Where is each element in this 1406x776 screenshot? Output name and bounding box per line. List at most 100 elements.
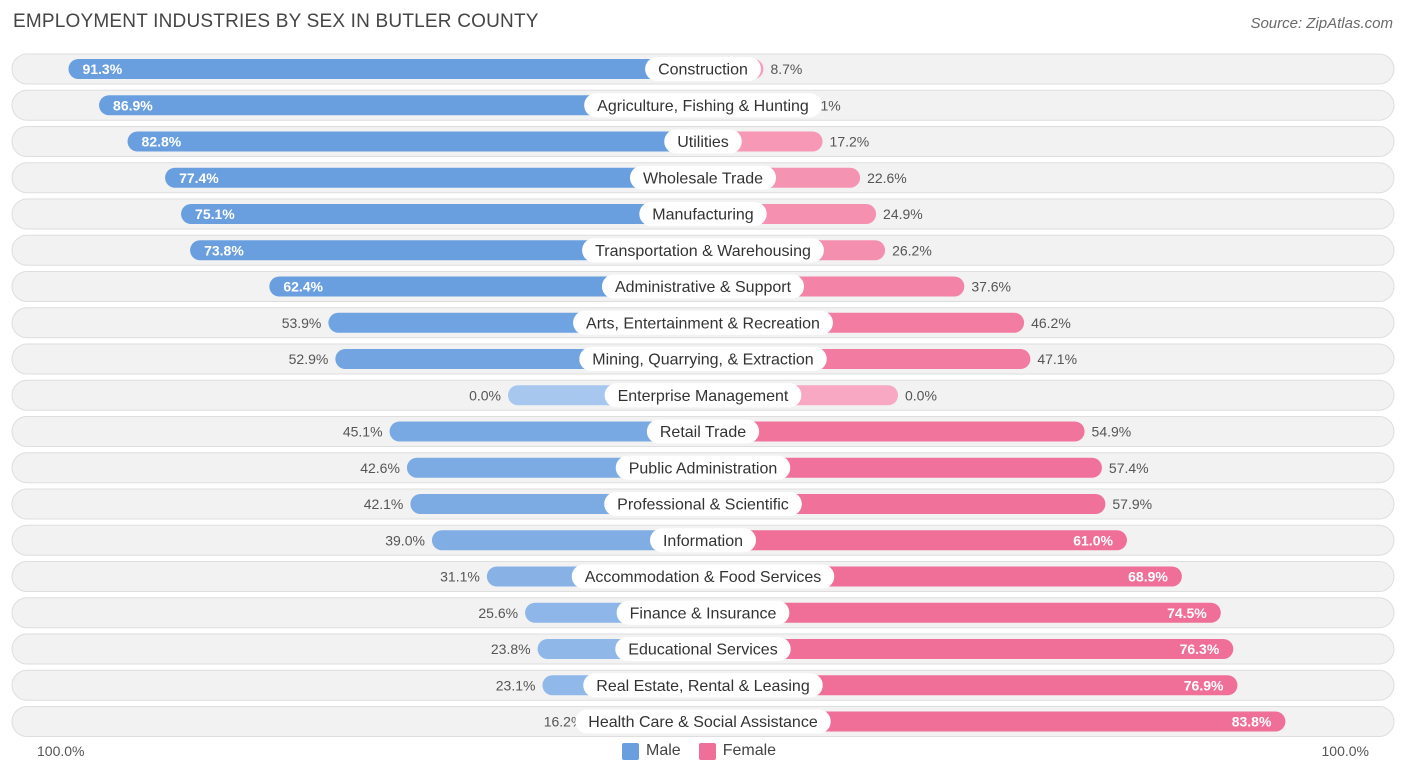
category-pill xyxy=(573,310,833,335)
bar-male xyxy=(389,421,703,442)
data-label-female: 76.9% xyxy=(1184,677,1224,693)
category-label: Utilities xyxy=(677,134,729,151)
category-pill xyxy=(615,637,791,661)
category-pill xyxy=(629,165,777,190)
data-label-female: 74.5% xyxy=(1167,605,1207,621)
data-label-female: 47.1% xyxy=(1037,351,1077,367)
data-label-male: 39.0% xyxy=(385,532,425,548)
axis-left-label: 100.0% xyxy=(37,743,85,759)
category-label: Arts, Entertainment & Recreation xyxy=(586,315,820,332)
legend-item-female[interactable]: Female xyxy=(698,742,777,760)
category-label: Wholesale Trade xyxy=(643,170,763,187)
data-label-female: 8.7% xyxy=(770,61,802,77)
category-pill xyxy=(582,238,824,263)
legend: Male Female xyxy=(622,742,786,760)
data-label-female: 61.0% xyxy=(1073,532,1113,548)
data-label-female: 76.3% xyxy=(1180,641,1220,657)
chart-canvas: 91.3%8.7%Construction86.9%13.1%Agricultu… xyxy=(11,53,1395,737)
data-label-male: 25.6% xyxy=(478,605,518,621)
data-label-male: 53.9% xyxy=(282,315,322,331)
category-label: Finance & Insurance xyxy=(630,605,777,622)
bar-male xyxy=(68,59,704,79)
data-label-male: 52.9% xyxy=(289,351,329,367)
category-pill xyxy=(649,528,757,553)
bar-male xyxy=(99,95,704,116)
bar-male xyxy=(165,167,703,188)
data-label-male: 45.1% xyxy=(343,424,383,440)
legend-label-female: Female xyxy=(722,742,777,759)
legend-swatch-male xyxy=(622,742,639,760)
category-pill xyxy=(601,274,805,299)
category-label: Accommodation & Food Services xyxy=(585,569,822,586)
data-label-female: 37.6% xyxy=(971,279,1011,295)
bar-female xyxy=(703,675,1238,696)
category-pill xyxy=(639,202,767,226)
bar-female xyxy=(703,711,1286,732)
data-label-male: 42.6% xyxy=(360,460,400,476)
category-label: Public Administration xyxy=(629,460,778,477)
data-label-male: 82.8% xyxy=(142,134,182,150)
bar-male xyxy=(190,240,704,261)
chart-title: EMPLOYMENT INDUSTRIES BY SEX IN BUTLER C… xyxy=(13,11,539,32)
category-label: Manufacturing xyxy=(652,207,753,224)
legend-label-male: Male xyxy=(646,742,681,759)
bar-male xyxy=(431,530,703,551)
data-label-male: 75.1% xyxy=(195,206,235,222)
category-label: Enterprise Management xyxy=(618,388,789,405)
axis-right-label: 100.0% xyxy=(1321,743,1369,759)
category-pill xyxy=(604,492,802,516)
data-label-male: 23.1% xyxy=(496,677,536,693)
bar-female xyxy=(703,494,1106,514)
category-label: Administrative & Support xyxy=(615,279,792,296)
category-label: Health Care & Social Assistance xyxy=(588,714,818,731)
data-label-male: 91.3% xyxy=(82,61,122,77)
category-pill xyxy=(584,93,822,118)
category-label: Professional & Scientific xyxy=(617,497,789,514)
data-label-male: 86.9% xyxy=(113,97,153,113)
category-label: Educational Services xyxy=(628,642,777,659)
bar-female xyxy=(703,602,1221,623)
bar-female xyxy=(703,639,1234,659)
bar-female xyxy=(703,457,1102,478)
data-label-female: 46.2% xyxy=(1031,315,1071,331)
bar-male xyxy=(181,204,703,224)
category-label: Retail Trade xyxy=(660,424,746,441)
data-label-female: 22.6% xyxy=(867,170,907,186)
category-pill xyxy=(615,455,791,480)
bar-male xyxy=(127,131,704,152)
category-label: Information xyxy=(663,533,743,550)
category-pill xyxy=(646,419,760,444)
category-label: Real Estate, Rental & Leasing xyxy=(596,678,809,695)
data-label-male: 62.4% xyxy=(283,279,323,295)
data-label-female: 17.2% xyxy=(830,134,870,150)
bar-female xyxy=(703,421,1085,442)
data-label-male: 0.0% xyxy=(469,387,501,403)
category-label: Transportation & Warehousing xyxy=(595,243,811,260)
data-label-female: 57.9% xyxy=(1112,496,1152,512)
category-label: Construction xyxy=(658,62,748,79)
data-label-female: 54.9% xyxy=(1092,424,1132,440)
data-label-male: 77.4% xyxy=(179,170,219,186)
source-credit: Source: ZipAtlas.com xyxy=(1250,15,1393,32)
data-label-male: 73.8% xyxy=(204,242,244,258)
data-label-female: 83.8% xyxy=(1232,714,1272,730)
category-pill xyxy=(645,57,761,81)
category-pill xyxy=(616,600,790,625)
data-label-female: 68.9% xyxy=(1128,569,1168,585)
category-label: Mining, Quarrying, & Extraction xyxy=(592,352,813,369)
category-pill xyxy=(571,564,835,589)
bar-male xyxy=(269,276,703,297)
category-label: Agriculture, Fishing & Hunting xyxy=(597,98,809,115)
data-label-female: 57.4% xyxy=(1109,460,1149,476)
category-pill xyxy=(604,383,802,408)
data-label-male: 31.1% xyxy=(440,569,480,585)
legend-swatch-female xyxy=(698,742,716,760)
category-pill xyxy=(664,129,742,154)
bar-female xyxy=(703,530,1127,551)
data-label-female: 0.0% xyxy=(905,387,937,403)
data-label-male: 23.8% xyxy=(491,641,531,657)
data-label-female: 26.2% xyxy=(892,242,932,258)
category-pill xyxy=(579,347,827,371)
legend-item-male[interactable]: Male xyxy=(622,742,681,760)
category-pill xyxy=(583,673,823,698)
